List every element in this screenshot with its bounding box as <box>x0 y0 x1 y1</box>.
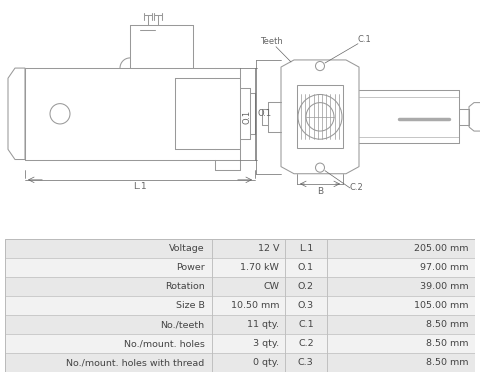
Bar <box>5 296 212 315</box>
Bar <box>285 296 327 315</box>
Text: 97.00 mm: 97.00 mm <box>420 263 468 272</box>
Text: 1.70 kW: 1.70 kW <box>240 263 279 272</box>
Text: C.3: C.3 <box>298 358 314 367</box>
Bar <box>285 258 327 277</box>
Bar <box>327 353 475 372</box>
Text: 8.50 mm: 8.50 mm <box>426 339 468 348</box>
Bar <box>5 277 212 296</box>
Text: C.1: C.1 <box>298 320 313 329</box>
Bar <box>212 239 285 258</box>
Text: O.3: O.3 <box>298 301 314 310</box>
Bar <box>285 315 327 334</box>
Bar <box>212 315 285 334</box>
Bar <box>327 277 475 296</box>
Text: O.2: O.2 <box>298 282 314 291</box>
Bar <box>212 277 285 296</box>
Text: Voltage: Voltage <box>169 244 204 253</box>
Bar <box>297 85 343 149</box>
Text: No./mount. holes with thread: No./mount. holes with thread <box>66 358 204 367</box>
Text: No./teeth: No./teeth <box>161 320 204 329</box>
Text: Power: Power <box>176 263 204 272</box>
Text: 105.00 mm: 105.00 mm <box>414 301 468 310</box>
Bar <box>285 239 327 258</box>
Text: 3 qty.: 3 qty. <box>253 339 279 348</box>
Bar <box>212 353 285 372</box>
Text: No./mount. holes: No./mount. holes <box>124 339 204 348</box>
Text: L.1: L.1 <box>133 182 147 191</box>
Bar <box>327 315 475 334</box>
Text: C.1: C.1 <box>358 35 372 44</box>
Bar <box>327 296 475 315</box>
Text: Teeth: Teeth <box>260 37 282 46</box>
Bar <box>5 334 212 353</box>
Bar <box>327 258 475 277</box>
Text: 39.00 mm: 39.00 mm <box>420 282 468 291</box>
Text: O.1: O.1 <box>298 263 314 272</box>
Bar <box>5 353 212 372</box>
Bar <box>212 334 285 353</box>
Text: C.2: C.2 <box>298 339 313 348</box>
Bar <box>327 334 475 353</box>
Bar <box>212 296 285 315</box>
Text: CW: CW <box>263 282 279 291</box>
Text: 205.00 mm: 205.00 mm <box>414 244 468 253</box>
Text: B: B <box>317 186 323 196</box>
Text: L.1: L.1 <box>299 244 313 253</box>
Bar <box>212 258 285 277</box>
Bar <box>5 239 212 258</box>
Bar <box>285 353 327 372</box>
Bar <box>327 239 475 258</box>
Text: Size B: Size B <box>176 301 204 310</box>
Text: 11 qty.: 11 qty. <box>247 320 279 329</box>
Text: 8.50 mm: 8.50 mm <box>426 358 468 367</box>
Text: 0 qty.: 0 qty. <box>253 358 279 367</box>
Bar <box>5 258 212 277</box>
Text: 12 V: 12 V <box>258 244 279 253</box>
Text: Rotation: Rotation <box>165 282 204 291</box>
Text: C.2: C.2 <box>350 183 364 192</box>
Text: 8.50 mm: 8.50 mm <box>426 320 468 329</box>
Text: O.1: O.1 <box>243 110 252 124</box>
Bar <box>5 315 212 334</box>
Text: 10.50 mm: 10.50 mm <box>230 301 279 310</box>
Bar <box>285 334 327 353</box>
Text: O.1: O.1 <box>258 109 272 118</box>
Bar <box>285 277 327 296</box>
